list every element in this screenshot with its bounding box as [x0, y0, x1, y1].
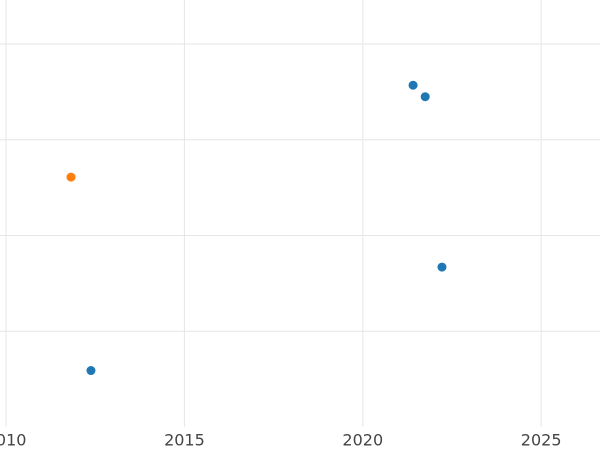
point: [66, 172, 76, 182]
point: [437, 262, 447, 272]
point: [86, 366, 96, 376]
x-tick-label: 2010: [0, 431, 26, 450]
x-tick-label: 2025: [521, 431, 562, 450]
point: [420, 92, 430, 102]
point: [408, 80, 418, 90]
x-tick-label: 2015: [164, 431, 205, 450]
x-tick-label: 2020: [342, 431, 383, 450]
